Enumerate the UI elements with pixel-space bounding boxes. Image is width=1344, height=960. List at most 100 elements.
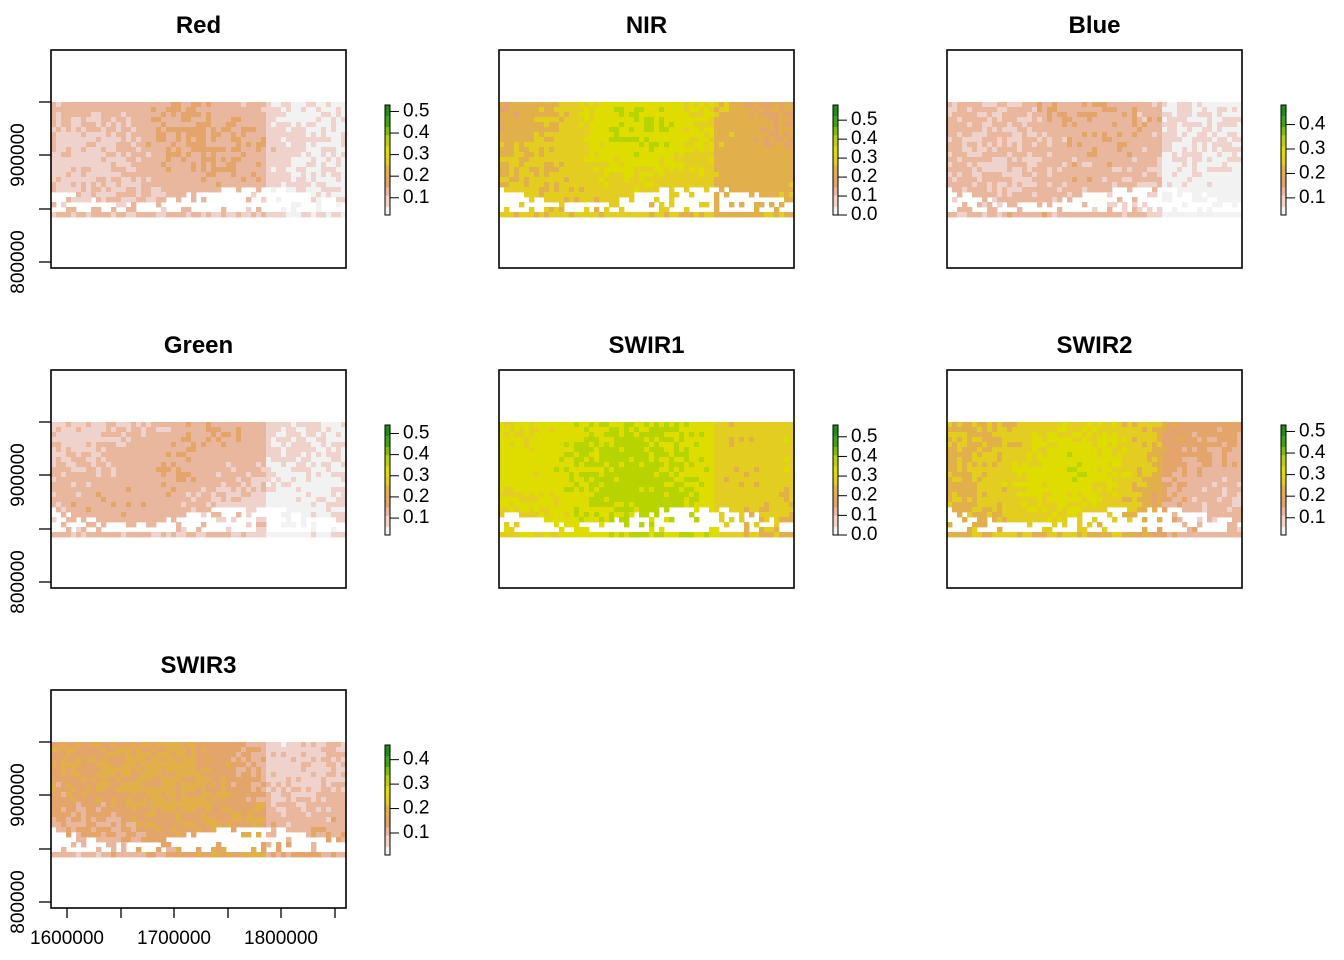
raster-cell: [554, 167, 560, 173]
raster-cell: [236, 457, 242, 463]
raster-cell: [121, 132, 127, 138]
raster-cell: [1232, 102, 1238, 108]
raster-cell: [151, 422, 157, 428]
raster-cell: [529, 107, 535, 113]
raster-cell: [146, 172, 152, 178]
raster-cell: [659, 137, 665, 143]
legend-swatch: [833, 184, 838, 188]
raster-cell: [96, 512, 102, 518]
raster-cell: [91, 482, 97, 488]
raster-cell: [141, 127, 147, 133]
raster-cell: [1107, 107, 1113, 113]
raster-cell: [589, 177, 595, 183]
raster-cell: [594, 167, 600, 173]
raster-cell: [749, 192, 755, 198]
raster-cell: [524, 117, 530, 123]
raster-cell: [1057, 112, 1063, 118]
raster-cell: [51, 172, 57, 178]
raster-cell: [141, 532, 147, 538]
raster-cell: [126, 532, 132, 538]
raster-cell: [91, 137, 97, 143]
raster-cell: [306, 457, 312, 463]
raster-cell: [126, 507, 132, 513]
raster-cell: [1197, 122, 1203, 128]
raster-cell: [191, 422, 197, 428]
raster-cell: [221, 532, 227, 538]
raster-cell: [754, 177, 760, 183]
raster-cell: [1217, 182, 1223, 188]
raster-cell: [266, 462, 272, 468]
raster-cell: [176, 482, 182, 488]
raster-cell: [1027, 187, 1033, 193]
raster-cell: [574, 212, 580, 218]
raster-cell: [96, 187, 102, 193]
raster-cell: [231, 152, 237, 158]
raster-cell: [71, 137, 77, 143]
raster-cell: [1167, 172, 1173, 178]
raster-cell: [106, 432, 112, 438]
raster-cell: [206, 427, 212, 433]
raster-cell: [326, 452, 332, 458]
raster-cell: [226, 162, 232, 168]
raster-cell: [1127, 117, 1133, 123]
raster-cell: [759, 147, 765, 153]
raster-cell: [957, 107, 963, 113]
raster-cell: [534, 137, 540, 143]
raster-cell: [296, 502, 302, 508]
raster-cell: [544, 152, 550, 158]
raster-cell: [86, 147, 92, 153]
raster-cell: [171, 517, 177, 523]
raster-cell: [276, 472, 282, 478]
raster-cell: [977, 157, 983, 163]
raster-cell: [1227, 177, 1233, 183]
raster-cell: [1177, 212, 1183, 218]
raster-cell: [221, 492, 227, 498]
raster-cell: [1217, 112, 1223, 118]
raster-cell: [136, 197, 142, 203]
raster-cell: [1072, 182, 1078, 188]
raster-cell: [579, 197, 585, 203]
raster-cell: [719, 177, 725, 183]
raster-cell: [236, 102, 242, 108]
raster-cell: [141, 152, 147, 158]
raster-cell: [86, 472, 92, 478]
raster-cell: [1017, 137, 1023, 143]
raster-cell: [539, 162, 545, 168]
raster-cell: [689, 137, 695, 143]
raster-cell: [76, 212, 82, 218]
raster-cell: [1037, 172, 1043, 178]
raster-cell: [311, 502, 317, 508]
raster-cell: [56, 432, 62, 438]
raster-cell: [66, 127, 72, 133]
raster-cell: [1142, 162, 1148, 168]
raster-cell: [534, 132, 540, 138]
raster-cell: [1147, 207, 1153, 213]
raster-cell: [186, 502, 192, 508]
raster-cell: [181, 192, 187, 198]
raster-cell: [659, 112, 665, 118]
raster-cell: [784, 197, 790, 203]
raster-cell: [1072, 127, 1078, 133]
raster-cell: [256, 422, 262, 428]
raster-cell: [1137, 182, 1143, 188]
raster-cell: [316, 532, 322, 538]
raster-cell: [216, 147, 222, 153]
raster-cell: [1162, 147, 1168, 153]
raster-cell: [301, 467, 307, 473]
raster-cell: [171, 462, 177, 468]
raster-cell: [141, 102, 147, 108]
raster-cell: [161, 457, 167, 463]
raster-cell: [689, 167, 695, 173]
raster-cell: [1117, 132, 1123, 138]
raster-cell: [61, 157, 67, 163]
raster-cell: [774, 127, 780, 133]
raster-cell: [221, 102, 227, 108]
raster-cell: [166, 132, 172, 138]
raster-cell: [754, 122, 760, 128]
raster-cell: [1067, 172, 1073, 178]
raster-cell: [96, 122, 102, 128]
raster-cell: [266, 472, 272, 478]
raster-cell: [1082, 127, 1088, 133]
raster-cell: [539, 167, 545, 173]
raster-cell: [261, 132, 267, 138]
